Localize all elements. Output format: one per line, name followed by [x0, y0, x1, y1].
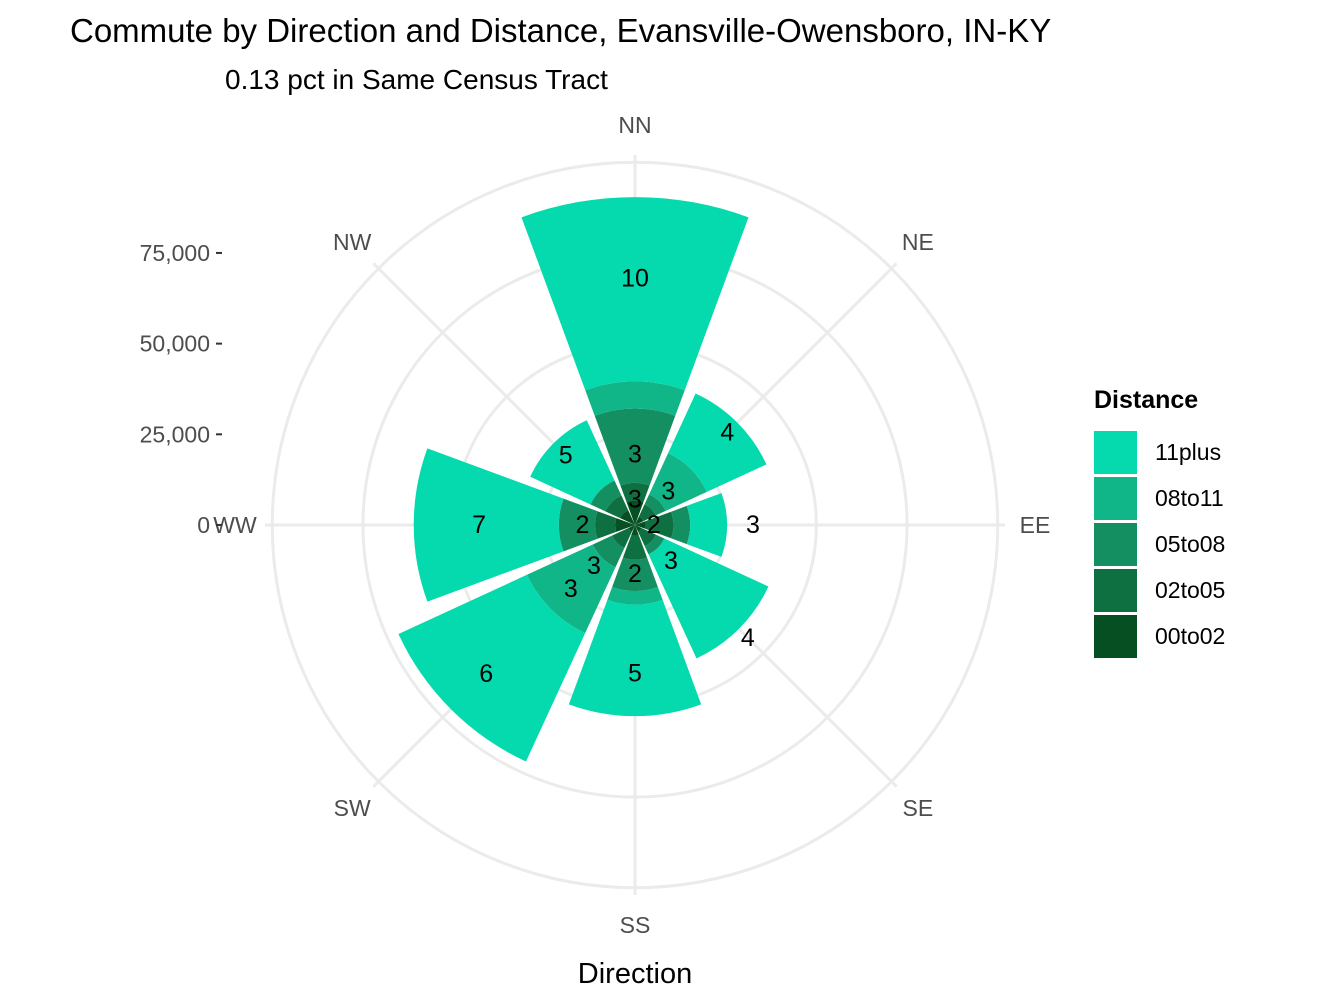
data-label: 10: [621, 264, 649, 292]
data-label: 6: [479, 660, 493, 688]
legend-label: 05to08: [1155, 530, 1226, 557]
data-label: 4: [741, 624, 755, 652]
bar-ww-00to02: [615, 518, 635, 532]
bar-nw-11plus: [530, 420, 615, 505]
bar-ss-11plus: [568, 599, 702, 717]
radial-tick-label: 50,000: [140, 331, 210, 357]
data-label: 3: [564, 575, 578, 603]
bar-sw-11plus: [398, 574, 586, 762]
legend-label: 11plus: [1155, 438, 1222, 465]
bar-ne-05to08: [644, 494, 666, 516]
direction-label-nn: NN: [618, 112, 651, 138]
bars-layer: [398, 197, 769, 762]
radial-tick-label: 25,000: [140, 421, 210, 447]
bar-ne-02to05: [638, 504, 656, 522]
bar-nn-11plus: [521, 197, 749, 391]
bar-nn-00to02: [626, 500, 644, 525]
data-label: 4: [720, 419, 734, 447]
data-label: 2: [647, 511, 661, 539]
bar-nw-02to05: [605, 495, 629, 519]
bar-nw-05to08: [590, 480, 622, 512]
legend-swatch: [1094, 614, 1137, 658]
data-label: 5: [628, 660, 642, 688]
legend-swatch: [1094, 568, 1137, 612]
data-label: 3: [628, 486, 642, 514]
legend-item-02to05: 02to05: [1094, 567, 1225, 613]
bar-sw-00to02: [628, 525, 635, 532]
radial-tick-label: 75,000: [140, 240, 210, 266]
legend-title: Distance: [1094, 386, 1199, 414]
radial-tick-label: 0: [197, 512, 210, 538]
direction-label-sw: SW: [334, 795, 371, 821]
legend-item-11plus: 11plus: [1094, 429, 1225, 475]
bar-se-00to02: [635, 525, 642, 532]
direction-label-ee: EE: [1020, 512, 1051, 538]
data-label: 3: [664, 547, 678, 575]
bar-ee-00to02: [635, 521, 646, 529]
data-label: 7: [472, 511, 486, 539]
legend-label: 08to11: [1155, 484, 1224, 511]
bar-se-05to08: [644, 534, 665, 555]
direction-label-ss: SS: [620, 912, 651, 938]
bar-ss-08to11: [607, 586, 663, 605]
bar-ww-02to05: [595, 511, 617, 539]
legend-item-05to08: 05to08: [1094, 521, 1225, 567]
bar-ww-11plus: [413, 448, 564, 602]
data-label: 3: [746, 511, 760, 539]
bar-ne-11plus: [668, 393, 767, 492]
legend-items: 11plus 08to11 05to08 02to05 00to02: [1094, 429, 1225, 659]
legend-label: 02to05: [1155, 576, 1226, 603]
legend-label: 00to02: [1155, 622, 1226, 649]
ring-gridline: [270, 160, 1000, 890]
bar-nn-05to08: [594, 408, 676, 486]
data-label: 3: [661, 478, 675, 506]
direction-label-se: SE: [902, 795, 933, 821]
x-axis-title: Direction: [577, 958, 693, 990]
data-label: 3: [628, 440, 642, 468]
direction-label-nw: NW: [333, 229, 372, 255]
bar-ne-00to02: [635, 516, 644, 525]
data-label: 3: [587, 552, 601, 580]
data-label: 2: [628, 560, 642, 588]
bar-ss-05to08: [612, 557, 658, 592]
bar-sw-02to05: [611, 528, 632, 549]
data-label: 5: [559, 442, 573, 470]
bar-ne-08to11: [649, 453, 707, 511]
legend-swatch: [1094, 430, 1137, 474]
bar-ee-02to05: [645, 511, 674, 539]
chart-title: Commute by Direction and Distance, Evans…: [70, 12, 1052, 49]
bar-ee-11plus: [686, 493, 728, 557]
legend: Distance 11plus 08to11 05to08 02to05 00to02: [1094, 386, 1225, 659]
chart-subtitle: 0.13 pct in Same Census Tract: [225, 64, 608, 95]
bar-nw-00to02: [620, 510, 635, 525]
data-label: 2: [575, 511, 589, 539]
legend-item-00to02: 00to02: [1094, 613, 1225, 659]
bar-ss-00to02: [631, 525, 639, 536]
bar-ww-05to08: [558, 498, 598, 552]
direction-label-ne: NE: [902, 229, 934, 255]
bar-ee-05to08: [671, 505, 691, 545]
legend-swatch: [1094, 522, 1137, 566]
bar-nn-02to05: [620, 482, 650, 502]
bar-sw-05to08: [592, 535, 625, 568]
bar-sw-08to11: [526, 544, 616, 634]
bar-se-02to05: [638, 528, 657, 547]
bar-ss-02to05: [622, 535, 648, 560]
bar-se-11plus: [648, 538, 769, 659]
legend-item-08to11: 08to11: [1094, 475, 1225, 521]
bar-nn-08to11: [585, 381, 685, 416]
legend-swatch: [1094, 476, 1137, 520]
